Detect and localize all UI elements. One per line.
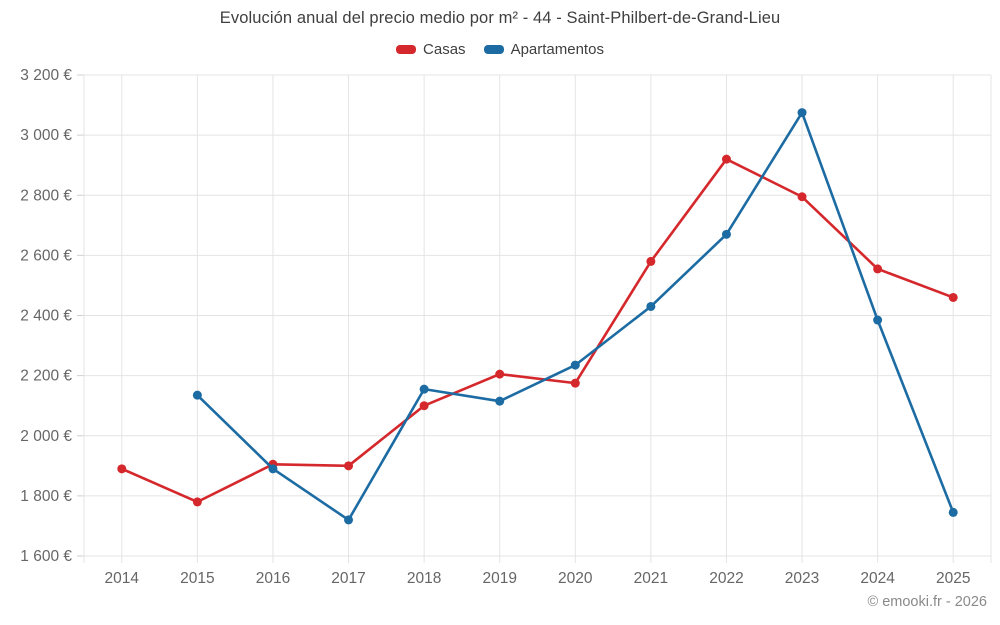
data-point-casas-2015[interactable] <box>192 497 202 507</box>
footer-credit: © emooki.fr - 2026 <box>867 594 987 610</box>
legend-swatch-casas <box>396 45 417 54</box>
x-tick-label: 2017 <box>331 570 365 587</box>
data-point-casas-2022[interactable] <box>721 154 731 164</box>
series-line-casas <box>120 157 955 504</box>
y-tick-label: 3 200 € <box>20 67 72 84</box>
data-point-apartamentos-2024[interactable] <box>873 315 883 325</box>
data-point-apartamentos-2021[interactable] <box>646 301 656 311</box>
legend-item-apartamentos[interactable]: Apartamentos <box>483 41 604 58</box>
x-tick-label: 2014 <box>105 570 140 587</box>
y-tick-label: 1 800 € <box>20 488 72 505</box>
x-tick-label: 2015 <box>180 570 214 587</box>
data-point-casas-2020[interactable] <box>570 378 580 388</box>
data-point-casas-2018[interactable] <box>419 401 429 411</box>
x-tick-label: 2018 <box>407 570 441 587</box>
data-point-casas-2017[interactable] <box>344 461 354 471</box>
x-tick-label: 2016 <box>256 570 290 587</box>
data-point-apartamentos-2020[interactable] <box>570 360 580 370</box>
data-point-apartamentos-2022[interactable] <box>721 229 731 239</box>
x-tick-label: 2022 <box>709 570 743 587</box>
x-tick-label: 2024 <box>860 570 895 587</box>
data-point-casas-2025[interactable] <box>948 292 958 302</box>
legend-label-apartamentos: Apartamentos <box>510 41 604 58</box>
data-point-apartamentos-2017[interactable] <box>344 515 354 525</box>
data-point-casas-2019[interactable] <box>495 369 505 379</box>
data-point-casas-2014[interactable] <box>117 464 127 474</box>
data-point-apartamentos-2023[interactable] <box>797 108 807 118</box>
x-tick-label: 2019 <box>482 570 516 587</box>
x-tick-label: 2023 <box>785 570 819 587</box>
y-tick-label: 2 800 € <box>20 187 72 204</box>
data-point-apartamentos-2018[interactable] <box>419 384 429 394</box>
data-point-apartamentos-2016[interactable] <box>268 464 278 474</box>
data-point-apartamentos-2019[interactable] <box>495 396 505 406</box>
x-tick-label: 2020 <box>558 570 593 587</box>
data-point-apartamentos-2025[interactable] <box>948 507 958 517</box>
chart-title: Evolución anual del precio medio por m² … <box>219 9 781 27</box>
legend-swatch-apartamentos <box>483 45 504 54</box>
x-tick-label: 2021 <box>634 570 668 587</box>
data-point-casas-2023[interactable] <box>797 192 807 202</box>
chart-legend: Casas Apartamentos <box>0 41 1000 58</box>
legend-label-casas: Casas <box>423 41 466 58</box>
y-tick-label: 1 600 € <box>20 548 72 565</box>
data-point-apartamentos-2015[interactable] <box>192 390 202 400</box>
x-tick-label: 2025 <box>936 570 970 587</box>
y-tick-label: 3 000 € <box>20 127 72 144</box>
y-tick-label: 2 000 € <box>20 428 72 445</box>
data-point-casas-2021[interactable] <box>646 256 656 266</box>
y-tick-label: 2 600 € <box>20 247 72 264</box>
y-tick-label: 2 400 € <box>20 308 72 325</box>
y-tick-label: 2 200 € <box>20 368 72 385</box>
data-point-casas-2024[interactable] <box>873 264 883 274</box>
legend-item-casas[interactable]: Casas <box>396 41 466 58</box>
